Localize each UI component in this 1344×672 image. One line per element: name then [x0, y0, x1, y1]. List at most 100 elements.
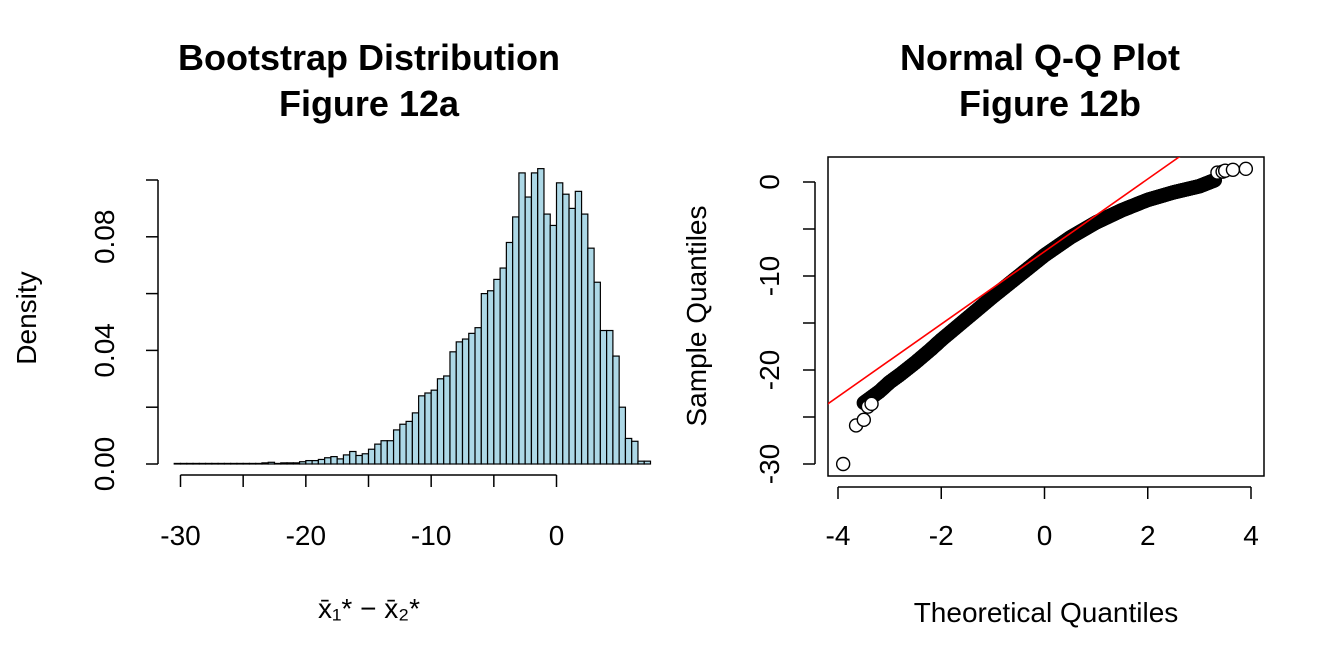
histogram-bar — [537, 168, 545, 465]
histogram-x-label: x̄₁* − x̄₂* — [318, 593, 420, 624]
histogram-bar — [518, 172, 526, 465]
histogram-x-tick-label: -20 — [286, 520, 326, 551]
qq-x-tick-label: -2 — [929, 520, 954, 551]
histogram-bar — [562, 193, 570, 465]
histogram-bar — [198, 462, 207, 465]
histogram-bar — [512, 216, 520, 465]
histogram-bar — [612, 355, 620, 465]
histogram-bar — [374, 443, 382, 465]
histogram-x-axis: -30 -20 -10 0 — [160, 474, 564, 551]
histogram-bar — [637, 460, 645, 465]
histogram-bar — [455, 341, 464, 465]
histogram-bar — [524, 196, 533, 465]
histogram-bar — [436, 378, 445, 465]
histogram-bar — [336, 458, 345, 465]
histogram-bar — [405, 420, 413, 465]
qq-subtitle: Figure 12b — [959, 83, 1141, 124]
qq-point — [856, 412, 872, 428]
histogram-bar — [192, 462, 200, 465]
histogram-bar — [230, 462, 238, 465]
qq-clipped-content — [828, 157, 1254, 472]
histogram-bar — [361, 453, 370, 465]
qq-x-label: Theoretical Quantiles — [914, 597, 1179, 628]
qq-point — [1238, 161, 1254, 177]
histogram-bar — [342, 454, 351, 465]
histogram-bar — [292, 462, 301, 465]
histogram-bar — [599, 329, 608, 465]
histogram-bar — [618, 406, 627, 465]
qq-y-axis: -30 -20 -10 0 — [754, 174, 816, 484]
histogram-bar — [468, 332, 476, 465]
histogram-y-label: Density — [11, 271, 42, 364]
histogram-bar — [530, 172, 539, 465]
histogram-bar — [493, 278, 501, 465]
histogram-bar — [311, 459, 319, 465]
qq-point — [835, 456, 851, 472]
histogram-subtitle: Figure 12a — [279, 83, 460, 124]
histogram-bar — [317, 458, 326, 465]
histogram-bar — [242, 462, 251, 465]
histogram-y-tick-label: 0.00 — [89, 437, 120, 492]
histogram-bar — [380, 440, 388, 465]
qq-panel: Normal Q-Q Plot Figure 12b -4 -2 0 2 4 -30-2… — [681, 37, 1265, 628]
histogram-title: Bootstrap Distribution — [178, 37, 560, 78]
histogram-bar — [223, 462, 232, 465]
histogram-bar — [643, 460, 652, 465]
histogram-bar — [217, 462, 225, 465]
histogram-bar — [543, 213, 551, 465]
histogram-bar — [424, 392, 432, 465]
histogram-bar — [555, 182, 564, 465]
histogram-bar — [186, 462, 194, 465]
histogram-bar — [624, 437, 633, 465]
histogram-bar — [273, 462, 282, 465]
histogram-bar — [411, 412, 420, 465]
qq-y-tick-label: 0 — [754, 174, 785, 190]
histogram-bar — [443, 375, 451, 465]
histogram-bar — [449, 351, 457, 465]
histogram-bar — [580, 213, 589, 465]
histogram-bar — [593, 281, 601, 465]
histogram-bar — [286, 462, 294, 465]
histogram-bar — [204, 462, 213, 465]
qq-x-tick-label: -4 — [826, 520, 851, 551]
qq-title: Normal Q-Q Plot — [900, 37, 1180, 78]
histogram-bar — [280, 462, 288, 465]
histogram-y-tick-label: 0.04 — [89, 323, 120, 378]
qq-x-axis: -4 -2 0 2 4 — [826, 486, 1259, 551]
histogram-x-tick-label: -10 — [411, 520, 451, 551]
histogram-bar — [324, 457, 332, 465]
histogram-bar — [267, 461, 276, 465]
histogram-bar — [461, 338, 470, 465]
histogram-y-tick-label: 0.08 — [89, 210, 120, 264]
histogram-bar — [298, 461, 307, 465]
histogram-bar — [399, 423, 407, 465]
qq-y-tick-label: -20 — [754, 350, 785, 390]
histogram-bar — [486, 290, 495, 465]
qq-y-tick-label: -10 — [754, 256, 785, 296]
qq-point — [1225, 162, 1241, 177]
histogram-bar — [349, 450, 357, 465]
histogram-bar — [418, 395, 426, 465]
qq-x-tick-label: 4 — [1243, 520, 1259, 551]
qq-y-tick-label: -30 — [754, 444, 785, 484]
histogram-bar — [305, 459, 313, 465]
qq-x-tick-label: 2 — [1140, 520, 1156, 551]
histogram-bar — [505, 241, 514, 465]
qq-point — [864, 396, 879, 412]
histogram-bar — [248, 462, 257, 465]
histogram-bars — [173, 168, 652, 465]
histogram-bar — [430, 389, 439, 465]
histogram-bar — [587, 247, 595, 465]
histogram-bar — [367, 448, 376, 465]
histogram-bar — [574, 190, 583, 465]
histogram-bar — [355, 454, 363, 465]
qq-plot-area — [828, 157, 1254, 472]
histogram-bar — [392, 429, 401, 465]
histogram-bar — [606, 329, 614, 465]
histogram-bar — [236, 462, 244, 465]
histogram-bar — [261, 462, 269, 465]
qq-y-label: Sample Quantiles — [681, 205, 712, 426]
histogram-bar — [179, 462, 188, 465]
